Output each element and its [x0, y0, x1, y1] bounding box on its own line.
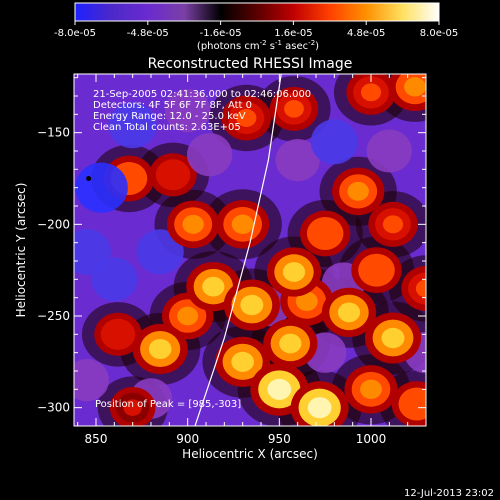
heatmap-blob — [366, 129, 412, 173]
plot-area — [74, 74, 426, 426]
heatmap-blob-core — [231, 351, 254, 372]
heatmap-blob-core — [163, 166, 183, 184]
heatmap-blob-core — [123, 399, 142, 416]
heatmap-blob-core — [177, 306, 199, 326]
x-tick-label: 850 — [85, 432, 108, 446]
annotation-block: 21-Sep-2005 02:41:36.000 to 02:46:06.000… — [93, 89, 311, 133]
heatmap-blob-core — [381, 327, 405, 349]
colorbar-tick-label: 1.6e-05 — [274, 28, 312, 39]
heatmap-blob-core — [295, 291, 318, 312]
y-tick-label: −150 — [37, 126, 70, 140]
colorbar-tick-label: -1.6e-05 — [200, 28, 242, 39]
heatmap-blob — [310, 119, 358, 165]
heatmap-blob-core — [314, 224, 336, 243]
heatmap-blob-core — [366, 261, 387, 280]
heatmap-blob-core — [307, 397, 332, 419]
heatmap-blob-core — [148, 338, 172, 360]
y-axis-label: Heliocentric Y (arcsec) — [14, 183, 28, 318]
heatmap-blob-core — [202, 276, 225, 297]
heatmap-blob — [136, 229, 184, 275]
y-tick-label: −300 — [37, 401, 70, 415]
plot-frame — [73, 73, 427, 427]
heatmap-blob-core — [279, 333, 302, 354]
colorbar-bar — [74, 2, 440, 22]
footer-date: 12-Jul-2013 23:02 — [404, 488, 494, 499]
y-tick-label: −200 — [37, 217, 70, 231]
annotation-line: Detectors: 4F 5F 6F 7F 8F, Att 0 — [93, 100, 252, 111]
x-axis-label: Heliocentric X (arcsec) — [182, 447, 318, 461]
heatmap-blob-core — [360, 83, 382, 102]
colorbar: -8.0e-05 -4.8e-05 -1.6e-05 1.6e-05 4.8e-05 8.… — [54, 2, 458, 52]
heatmap-blob-core — [236, 109, 257, 127]
heatmap-blob — [187, 133, 233, 177]
heatmap-blob-core — [360, 379, 382, 400]
axes: 850 900 950 1000 −150 −200 −250 −300 — [37, 74, 427, 446]
heatmap-blob-core — [240, 294, 264, 316]
heatmap-blob-core — [415, 279, 426, 298]
x-tick-label: 1000 — [356, 432, 387, 446]
peak-position-label: Position of Peak = [985,-303] — [95, 399, 241, 410]
marker-dot — [86, 176, 92, 181]
colorbar-units: (photons cm-2 s-1 asec-2) — [197, 39, 319, 52]
heatmap-blob-core — [267, 378, 292, 400]
heatmap-blob-core — [108, 325, 128, 343]
heatmap-blob — [275, 139, 320, 182]
x-tick-label: 900 — [176, 432, 199, 446]
heatmap-layer — [74, 74, 426, 426]
heatmap-blob — [74, 228, 111, 275]
colorbar-tick-label: -8.0e-05 — [54, 28, 96, 39]
colorbar-ticks: -8.0e-05 -4.8e-05 -1.6e-05 1.6e-05 4.8e-05 8.… — [54, 21, 458, 39]
heatmap-blob — [108, 102, 157, 149]
heatmap-blob — [165, 89, 211, 133]
colorbar-tick-label: -4.8e-05 — [127, 28, 169, 39]
y-tick-label: −250 — [37, 309, 70, 323]
heatmap-blob-core — [282, 262, 306, 282]
heatmap-blob-core — [404, 77, 426, 97]
heatmap-blob-core — [406, 394, 426, 414]
heatmap-blob-core — [231, 214, 254, 235]
annotation-line: Energy Range: 12.0 - 25.0 keV — [93, 111, 246, 122]
solar-limb-curve — [194, 74, 282, 426]
heatmap-blob-core — [382, 215, 404, 234]
chart-title: Reconstructed RHESSI Image — [148, 56, 353, 72]
annotation-line: Clean Total counts: 2.63E+05 — [93, 122, 241, 133]
heatmap-blob-core — [347, 181, 369, 201]
colorbar-tick-label: 8.0e-05 — [420, 28, 458, 39]
heatmap-blob-core — [284, 100, 304, 118]
heatmap-blob-core — [337, 302, 361, 323]
annotation-line: 21-Sep-2005 02:41:36.000 to 02:46:06.000 — [93, 89, 311, 100]
heatmap-blob — [74, 359, 110, 402]
heatmap-blob-core — [182, 214, 204, 234]
heatmap-blob — [75, 162, 128, 213]
x-tick-label: 950 — [268, 432, 291, 446]
colorbar-tick-label: 4.8e-05 — [347, 28, 385, 39]
